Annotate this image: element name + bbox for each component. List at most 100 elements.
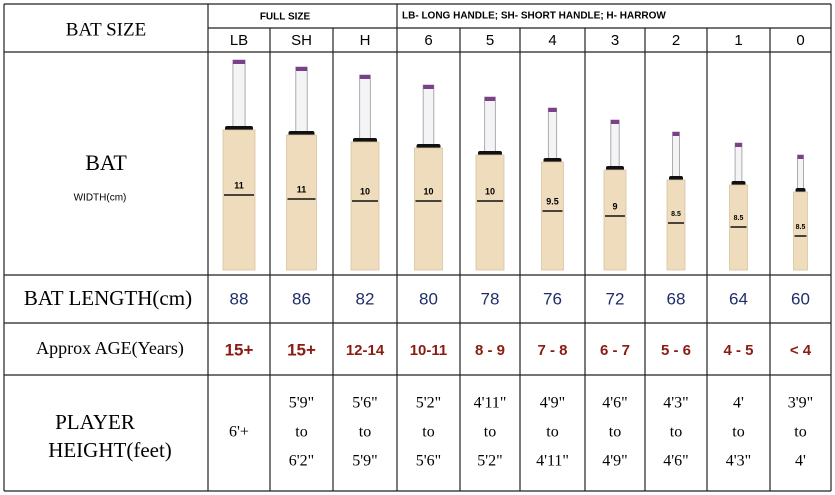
bat-handle [734,142,743,186]
player-height: 5'2" [477,453,502,470]
age-label: Approx AGE(Years) [36,338,184,359]
player-height: 5'6" [352,395,377,412]
player-height: to [422,424,434,441]
bat-length: 72 [606,289,625,308]
bat-label: BAT [85,150,127,175]
bat-handle [295,66,308,136]
column-header: 3 [611,32,619,49]
player-height: 5'6" [416,453,441,470]
length-label: BAT LENGTH(cm) [24,286,192,310]
bat-width: 10 [360,186,370,196]
player-height: to [732,424,744,441]
bat-blade [350,141,380,271]
player-height: 6'+ [229,424,249,441]
bat-length: 60 [791,289,810,308]
player-height: to [484,424,496,441]
bat-cap [295,67,308,71]
bat-width: 9 [612,201,617,211]
player-height: to [670,424,682,441]
bat-width: 8.5 [734,215,744,222]
player-height: 3'9" [788,395,813,412]
age-range: 8 - 9 [475,342,505,359]
player-height: 4'3" [726,453,751,470]
bat-blade [286,134,317,271]
bat-handle [484,96,496,156]
height-label: PLAYER [55,410,135,434]
player-height: 4'11" [536,453,569,470]
bat-blade [475,154,505,271]
age-range: 5 - 6 [661,342,691,359]
bat-width: 11 [297,184,307,194]
height-label: HEIGHT(feet) [48,438,172,462]
player-height: 4'9" [602,453,627,470]
age-range: 4 - 5 [723,342,753,359]
column-header: LB [230,32,248,49]
column-header: H [360,32,371,49]
age-range: 15+ [287,340,316,359]
full-size-header: FULL SIZE [260,12,311,23]
bat-length: 76 [543,289,562,308]
player-height: to [295,424,307,441]
bat-handle [232,59,246,131]
bat-length: 80 [419,289,438,308]
age-range: 7 - 8 [537,342,567,359]
column-header: SH [291,32,312,49]
player-height: 4'6" [663,453,688,470]
player-height: to [609,424,621,441]
bat-blade [541,161,564,271]
bat-width: 8.5 [671,211,681,218]
player-height: to [359,424,371,441]
column-header: 6 [424,32,432,49]
bat-blade [666,179,686,271]
bat-cap [797,155,804,159]
table-title: BAT SIZE [66,19,146,40]
bat-width: 11 [234,180,244,190]
column-header: 0 [796,32,804,49]
player-height: 4'9" [540,395,565,412]
column-header: 2 [672,32,680,49]
bat-handle [610,119,620,171]
player-height: 4'11" [474,395,507,412]
bat-length: 86 [292,289,311,308]
age-range: 10-11 [410,342,448,359]
age-range: 15+ [225,340,254,359]
bat-blade [793,191,808,271]
bat-length: 88 [230,289,249,308]
bat-handle [422,84,435,149]
player-height: 5'2" [416,395,441,412]
bat-length: 64 [729,289,748,308]
age-range: < 4 [790,342,812,359]
bat-handle [359,74,371,143]
bat-blade [222,129,256,271]
bat-width: 9.5 [546,196,559,206]
bat-width: 10 [423,186,433,196]
player-height: to [546,424,558,441]
bat-length: 82 [356,289,375,308]
bat-width: 10 [485,186,495,196]
column-header: 4 [548,32,556,49]
player-height: 5'9" [352,453,377,470]
bat-handle [672,131,680,181]
bat-handle [547,107,558,163]
column-header: 1 [734,32,742,49]
bat-cap [735,143,742,147]
player-height: 5'9" [289,395,314,412]
player-height: 4'6" [602,395,627,412]
bat-blade [603,169,627,271]
bat-length: 78 [481,289,500,308]
legend-header: LB- LONG HANDLE; SH- SHORT HANDLE; H- HA… [402,11,666,22]
bat-handle [797,154,804,193]
bat-length: 68 [667,289,686,308]
player-height: 6'2" [289,453,314,470]
bat-cap [423,85,434,89]
player-height: 4'3" [663,395,688,412]
player-height: to [794,424,806,441]
player-height: 4' [733,395,744,412]
width-label: WIDTH(cm) [74,193,127,204]
bat-width: 8.5 [796,224,806,231]
age-range: 12-14 [346,342,385,359]
bat-cap [548,108,557,112]
column-header: 5 [486,32,494,49]
bat-blade [414,147,443,271]
